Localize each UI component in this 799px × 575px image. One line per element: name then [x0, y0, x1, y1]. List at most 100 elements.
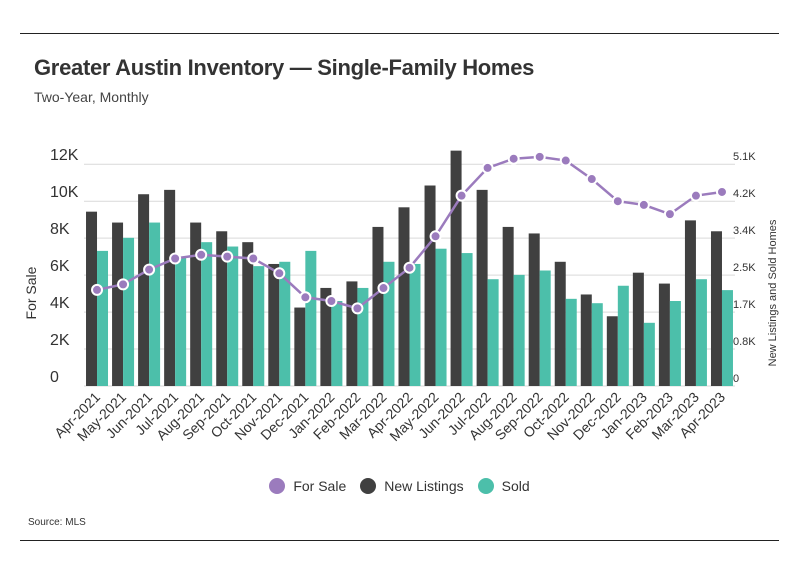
for-sale-point [507, 152, 520, 165]
source-note: Source: MLS [28, 517, 86, 528]
bar-sold [409, 263, 421, 386]
bar-sold [123, 237, 135, 386]
legend-swatch-sold [477, 478, 494, 494]
right-axis-label: New Listings and Sold Homes [767, 219, 779, 366]
bar-new-listings [268, 263, 280, 386]
bar-sold [461, 253, 473, 386]
right-tick-label: 0 [733, 373, 739, 385]
bar-new-listings [190, 222, 202, 386]
right-axis-ticks: 0 0.8K 1.7K 2.5K 3.4K 4.2K 5.1K [733, 151, 756, 385]
bar-sold [435, 248, 447, 386]
chart-title: Greater Austin Inventory — Single-Family… [34, 55, 535, 80]
for-sale-point [299, 291, 312, 304]
bar-new-listings [294, 307, 306, 386]
left-tick-label: 6K [50, 258, 70, 275]
bottom-rule [20, 540, 779, 541]
bar-sold [227, 246, 239, 386]
bar-sold [357, 287, 369, 386]
for-sale-point [611, 195, 624, 208]
bar-new-listings [658, 283, 670, 386]
bar-sold [487, 279, 499, 386]
legend-label-for-sale: For Sale [293, 478, 347, 494]
bar-new-listings [398, 207, 410, 386]
left-tick-label: 8K [50, 221, 70, 238]
bar-new-listings [112, 222, 124, 386]
for-sale-point [715, 185, 728, 198]
bar-sold [253, 266, 265, 386]
left-tick-label: 4K [50, 295, 70, 312]
bar-sold [383, 261, 395, 386]
bar-sold [669, 301, 681, 386]
bar-new-listings [164, 189, 176, 386]
for-sale-point [455, 189, 468, 202]
legend: For Sale New Listings Sold [0, 478, 799, 494]
bar-sold [331, 301, 343, 386]
chart-plot: 0 2K 4K 6K 8K 10K 12K 0 0.8K 1.7K 2.5K 3.4K 4.2K 5.1… [23, 147, 779, 444]
right-tick-label: 0.8K [733, 336, 756, 348]
for-sale-point [273, 267, 286, 280]
bar-new-listings [580, 294, 592, 386]
for-sale-point [481, 161, 494, 174]
bar-new-listings [684, 220, 696, 386]
for-sale-point [351, 302, 364, 315]
left-tick-label: 2K [50, 332, 70, 349]
bar-sold [279, 261, 291, 386]
bar-new-listings [528, 233, 540, 386]
bar-sold [149, 222, 161, 386]
left-axis-label: For Sale [23, 266, 39, 319]
bar-new-listings [216, 231, 228, 386]
legend-swatch-new-listings [360, 478, 377, 494]
for-sale-point [117, 278, 130, 291]
bar-new-listings [502, 226, 514, 386]
for-sale-point [663, 208, 676, 221]
bar-new-listings [606, 316, 618, 386]
legend-item-sold: Sold [477, 478, 530, 494]
bar-new-listings [554, 261, 566, 386]
for-sale-point [325, 294, 338, 307]
bar-new-listings [632, 272, 644, 386]
right-tick-label: 1.7K [733, 299, 756, 311]
bar-sold [97, 250, 109, 386]
bar-sold [695, 279, 707, 386]
for-sale-point [559, 154, 572, 167]
bar-new-listings [346, 281, 358, 386]
bar-new-listings [86, 211, 98, 386]
for-sale-point [403, 261, 416, 274]
for-sale-point [221, 250, 234, 263]
bar-new-listings [138, 194, 150, 386]
bar-sold [513, 274, 525, 386]
left-tick-label: 10K [50, 184, 79, 201]
right-tick-label: 4.2K [733, 188, 756, 200]
right-tick-label: 5.1K [733, 151, 756, 163]
bars [86, 150, 733, 386]
for-sale-point [533, 150, 546, 163]
bar-new-listings [242, 242, 254, 386]
bar-sold [591, 303, 603, 386]
bar-sold [643, 322, 655, 386]
for-sale-point [195, 248, 208, 261]
legend-swatch-for-sale [269, 478, 286, 494]
right-tick-label: 3.4K [733, 225, 756, 237]
bar-new-listings [476, 189, 488, 386]
left-axis-ticks: 0 2K 4K 6K 8K 10K 12K [50, 147, 79, 386]
bar-sold [305, 250, 317, 386]
for-sale-point [689, 189, 702, 202]
for-sale-point [585, 173, 598, 186]
for-sale-point [247, 252, 260, 265]
for-sale-point [143, 263, 156, 276]
bar-new-listings [450, 150, 462, 386]
bar-sold [539, 270, 551, 386]
bar-sold [721, 290, 733, 386]
for-sale-point [377, 282, 390, 295]
x-axis-labels: Apr-2021May-2021Jun-2021Jul-2021Aug-2021… [51, 389, 728, 444]
legend-label-new-listings: New Listings [384, 478, 464, 494]
legend-item-for-sale: For Sale [269, 478, 346, 494]
right-tick-label: 2.5K [733, 262, 756, 274]
left-tick-label: 12K [50, 147, 79, 164]
bar-sold [175, 257, 187, 386]
for-sale-point [429, 230, 442, 243]
legend-label-sold: Sold [501, 478, 530, 494]
bar-sold [617, 285, 629, 386]
bar-new-listings [424, 185, 436, 386]
